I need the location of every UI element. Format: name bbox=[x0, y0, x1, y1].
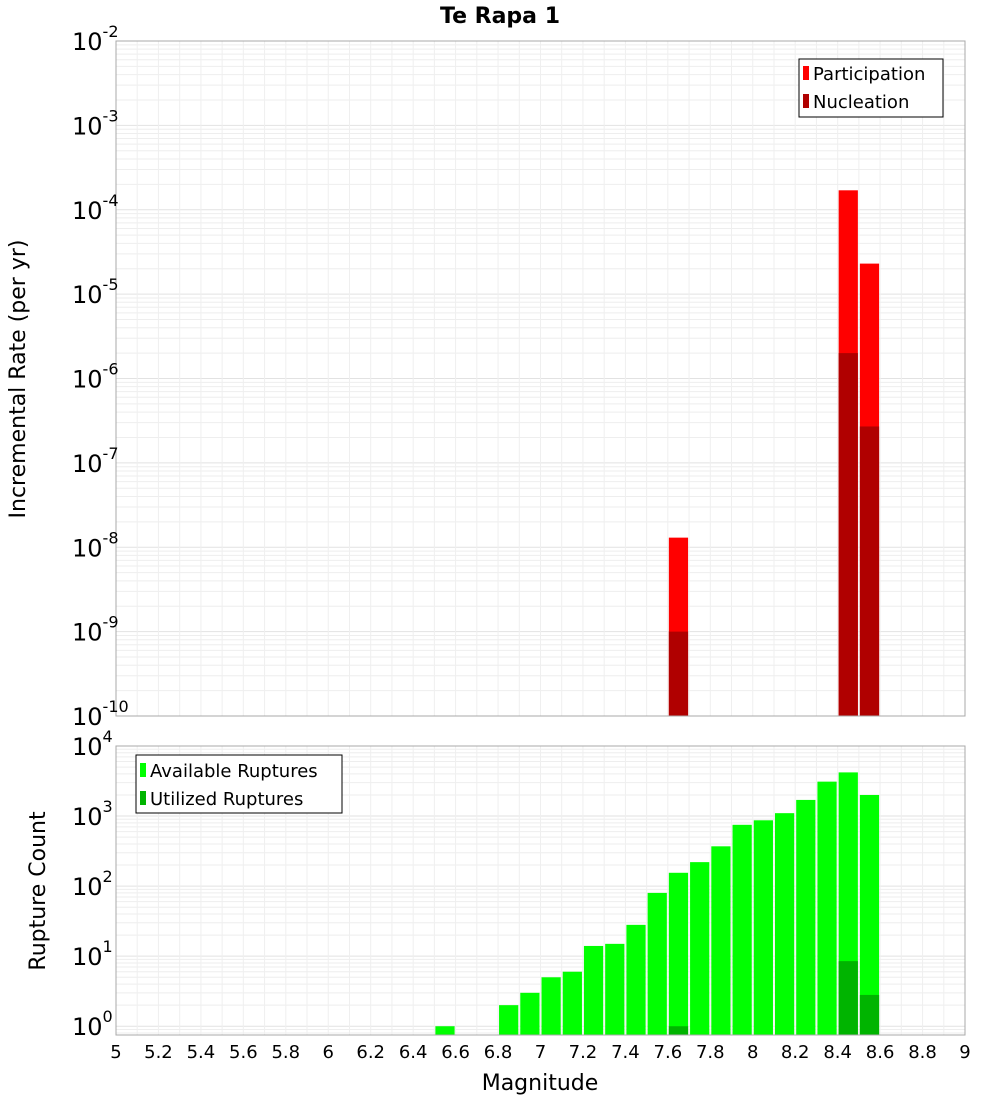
y-tick-label: 103 bbox=[72, 797, 113, 831]
bar-nucleation bbox=[668, 631, 689, 716]
rupture-count-panel: 104 103 102 101 100 5 5.2 5.4 5.6 5.8 6 6.2 6.4 6.6 6… bbox=[26, 727, 971, 1096]
bar-available-ruptures bbox=[817, 781, 837, 1035]
bar-utilized-ruptures bbox=[668, 1026, 689, 1035]
bar-utilized-ruptures bbox=[838, 961, 858, 1035]
x-tick-label: 6.4 bbox=[399, 1042, 428, 1063]
bottom-y-axis-label: Rupture Count bbox=[26, 811, 51, 971]
y-tick-label: 100 bbox=[72, 1007, 113, 1041]
x-tick-label: 8.6 bbox=[866, 1042, 895, 1063]
x-tick-label: 6 bbox=[323, 1042, 334, 1063]
bottom-plot-border bbox=[115, 745, 966, 1036]
x-tick-label: 5.8 bbox=[271, 1042, 300, 1063]
bar-available-ruptures bbox=[605, 943, 625, 1035]
legend-swatch-participation bbox=[803, 66, 809, 80]
bottom-legend: Available Ruptures Utilized Ruptures bbox=[135, 754, 343, 814]
bar-available-ruptures bbox=[435, 1026, 455, 1035]
y-tick-label: 101 bbox=[72, 937, 113, 971]
y-tick-label: 10-10 bbox=[72, 697, 129, 731]
x-tick-label: 8.2 bbox=[781, 1042, 810, 1063]
y-tick-label: 10-9 bbox=[72, 613, 119, 647]
bottom-bars bbox=[435, 772, 880, 1035]
top-y-tick-labels: 10-2 10-3 10-4 10-5 10-6 10-7 10-8 10-9 10-10 bbox=[72, 22, 129, 731]
legend-label-nucleation: Nucleation bbox=[813, 92, 909, 113]
bar-utilized-ruptures bbox=[859, 994, 880, 1035]
x-tick-label: 5.4 bbox=[187, 1042, 216, 1063]
x-tick-label: 7.2 bbox=[569, 1042, 598, 1063]
legend-swatch-utilized bbox=[140, 791, 146, 805]
top-y-axis-label: Incremental Rate (per yr) bbox=[6, 240, 31, 519]
y-tick-label: 10-7 bbox=[72, 444, 119, 478]
x-tick-label: 5.2 bbox=[144, 1042, 173, 1063]
legend-swatch-available bbox=[140, 763, 146, 777]
bar-available-ruptures bbox=[626, 924, 646, 1035]
y-tick-label: 10-6 bbox=[72, 360, 119, 394]
top-grid bbox=[115, 41, 966, 717]
x-tick-label: 8 bbox=[747, 1042, 758, 1063]
bar-available-ruptures bbox=[583, 945, 604, 1035]
participation-panel: 10-2 10-3 10-4 10-5 10-6 10-7 10-8 10-9 10-10 In… bbox=[6, 22, 966, 731]
bar-available-ruptures bbox=[520, 992, 540, 1035]
x-tick-label: 8.4 bbox=[823, 1042, 852, 1063]
bar-nucleation bbox=[838, 353, 858, 716]
top-legend: Participation Nucleation bbox=[798, 58, 944, 118]
bottom-legend-box bbox=[135, 754, 343, 814]
x-axis-label: Magnitude bbox=[482, 1071, 599, 1096]
y-tick-label: 10-5 bbox=[72, 275, 119, 309]
x-tick-label: 7.8 bbox=[696, 1042, 725, 1063]
x-tick-labels: 5 5.2 5.4 5.6 5.8 6 6.2 6.4 6.6 6.8 7 7.2 7.4 7.6 7.8 8… bbox=[110, 1042, 970, 1063]
bar-available-ruptures bbox=[711, 846, 731, 1035]
bar-available-ruptures bbox=[796, 799, 816, 1035]
bar-available-ruptures bbox=[774, 813, 795, 1035]
bar-available-ruptures bbox=[668, 872, 689, 1035]
bar-available-ruptures bbox=[562, 971, 582, 1035]
bar-available-ruptures bbox=[753, 820, 773, 1035]
bar-available-ruptures bbox=[647, 892, 667, 1035]
bar-available-ruptures bbox=[859, 794, 880, 1035]
bar-nucleation bbox=[859, 426, 880, 716]
legend-label-utilized: Utilized Ruptures bbox=[150, 789, 303, 810]
x-tick-label: 5 bbox=[110, 1042, 121, 1063]
y-tick-label: 102 bbox=[72, 867, 113, 901]
top-bars bbox=[668, 190, 880, 716]
x-tick-label: 8.8 bbox=[908, 1042, 937, 1063]
x-tick-label: 9 bbox=[959, 1042, 970, 1063]
top-legend-box bbox=[798, 58, 944, 118]
x-tick-label: 5.6 bbox=[229, 1042, 258, 1063]
bar-available-ruptures bbox=[541, 977, 561, 1035]
x-tick-label: 7.4 bbox=[611, 1042, 640, 1063]
x-tick-label: 7.6 bbox=[654, 1042, 683, 1063]
chart-title: Te Rapa 1 bbox=[440, 4, 560, 29]
y-tick-label: 10-8 bbox=[72, 528, 119, 562]
x-tick-label: 7 bbox=[535, 1042, 546, 1063]
x-tick-label: 6.8 bbox=[484, 1042, 513, 1063]
y-tick-label: 10-3 bbox=[72, 106, 119, 140]
legend-label-participation: Participation bbox=[813, 64, 925, 85]
y-tick-label: 104 bbox=[72, 727, 113, 761]
y-tick-label: 10-2 bbox=[72, 22, 119, 56]
bar-available-ruptures bbox=[499, 1005, 519, 1035]
bottom-y-tick-labels: 104 103 102 101 100 bbox=[72, 727, 113, 1041]
legend-swatch-nucleation bbox=[803, 94, 809, 108]
x-tick-label: 6.6 bbox=[441, 1042, 470, 1063]
bar-available-ruptures bbox=[732, 824, 752, 1035]
x-tick-label: 6.2 bbox=[356, 1042, 385, 1063]
top-plot-border bbox=[115, 40, 966, 717]
y-tick-label: 10-4 bbox=[72, 191, 119, 225]
bar-available-ruptures bbox=[690, 862, 710, 1035]
legend-label-available: Available Ruptures bbox=[150, 761, 318, 782]
